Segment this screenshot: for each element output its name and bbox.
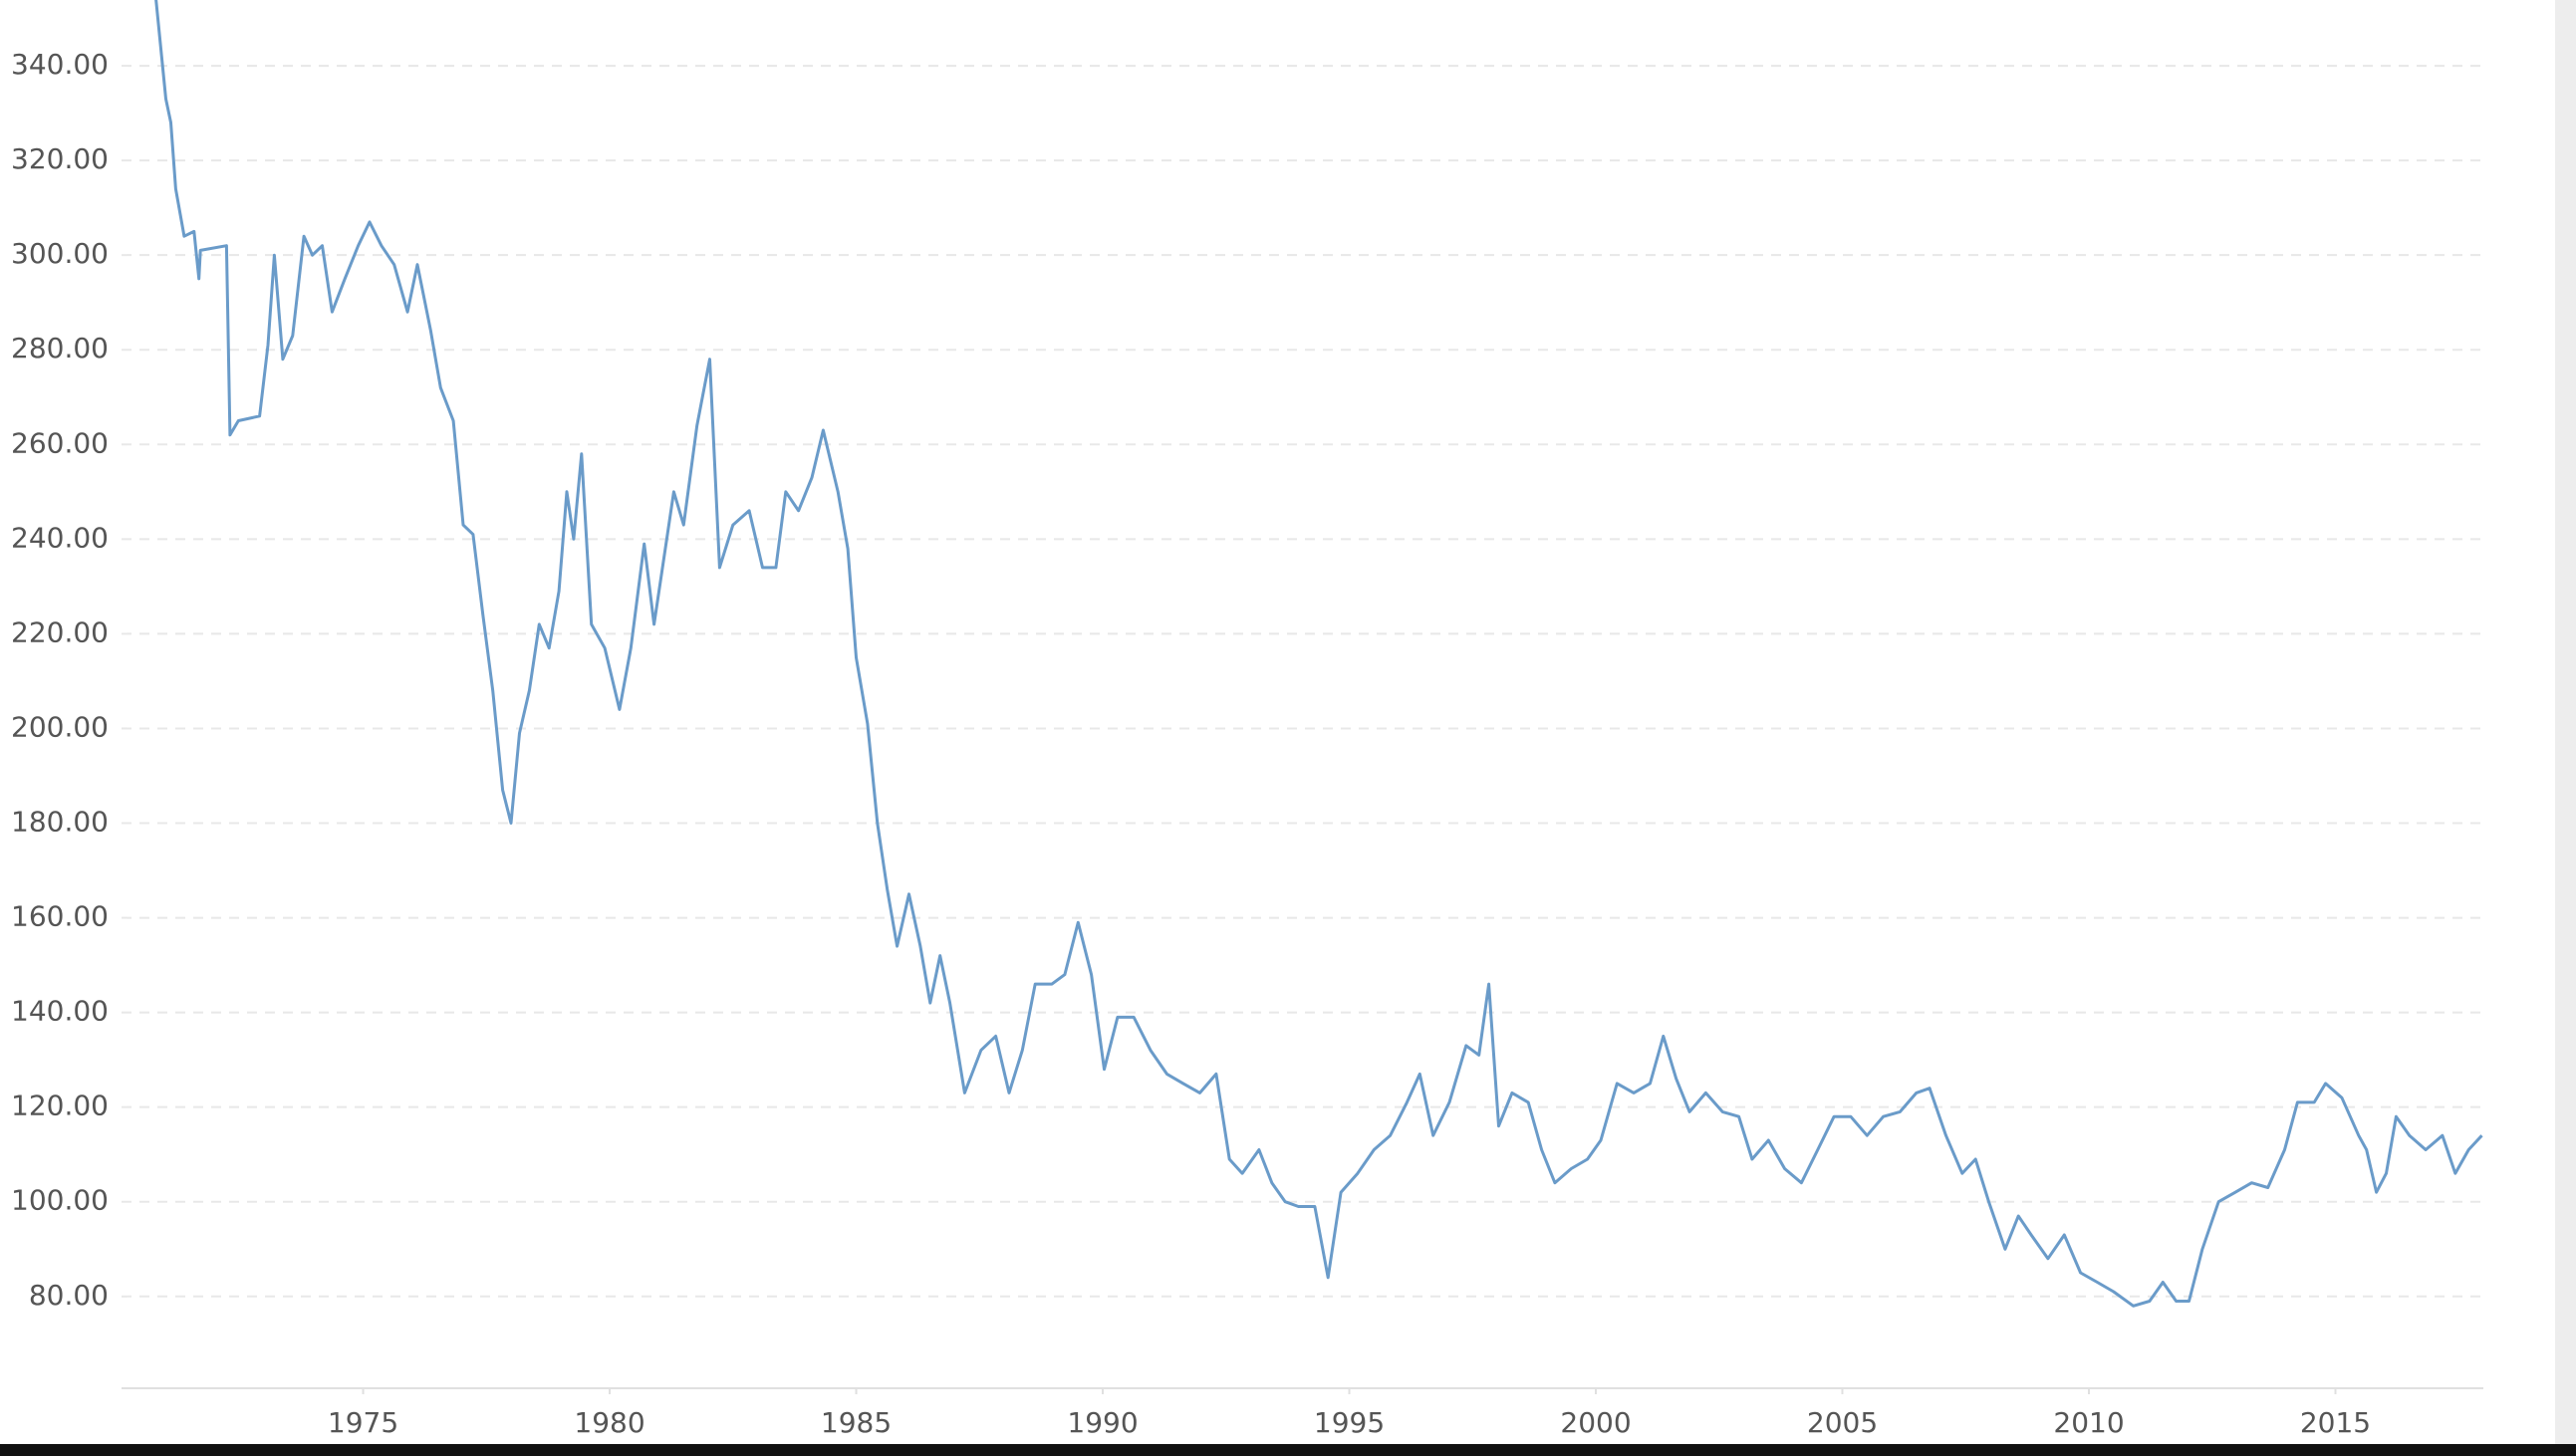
y-tick-label: 300.00 xyxy=(11,237,109,270)
x-tick-label: 2010 xyxy=(2053,1406,2124,1439)
y-tick-label: 100.00 xyxy=(11,1184,109,1217)
y-tick-label: 80.00 xyxy=(29,1279,109,1312)
x-tick-label: 2000 xyxy=(1560,1406,1631,1439)
x-tick-label: 1990 xyxy=(1067,1406,1138,1439)
y-tick-label: 120.00 xyxy=(11,1090,109,1122)
y-tick-label: 240.00 xyxy=(11,521,109,554)
x-tick-label: 1995 xyxy=(1314,1406,1385,1439)
bottom-bar xyxy=(0,1444,2576,1456)
y-tick-label: 320.00 xyxy=(11,142,109,175)
y-tick-label: 160.00 xyxy=(11,900,109,933)
x-tick-label: 1980 xyxy=(574,1406,644,1439)
y-tick-label: 180.00 xyxy=(11,806,109,839)
x-tick-label: 1975 xyxy=(328,1406,398,1439)
y-tick-label: 220.00 xyxy=(11,615,109,648)
y-tick-label: 260.00 xyxy=(11,426,109,459)
y-tick-label: 340.00 xyxy=(11,48,109,81)
y-tick-label: 200.00 xyxy=(11,710,109,743)
x-tick-label: 1985 xyxy=(821,1406,892,1439)
data-line xyxy=(154,0,2483,1308)
y-tick-label: 280.00 xyxy=(11,332,109,364)
x-tick-label: 2005 xyxy=(1807,1406,1878,1439)
x-tick-label: 2015 xyxy=(2300,1406,2371,1439)
scrollbar-edge xyxy=(2555,0,2576,1446)
y-tick-label: 140.00 xyxy=(11,995,109,1028)
